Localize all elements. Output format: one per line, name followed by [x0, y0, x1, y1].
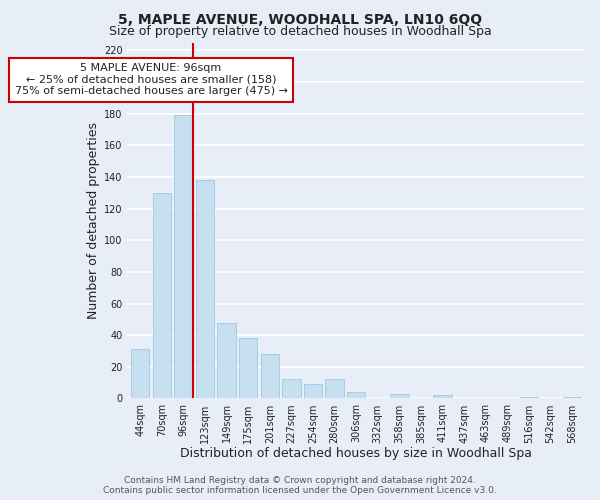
Text: Contains public sector information licensed under the Open Government Licence v3: Contains public sector information licen…: [103, 486, 497, 495]
Bar: [175, 116, 193, 399]
Bar: [433, 396, 452, 398]
Bar: [347, 392, 365, 398]
Y-axis label: Number of detached properties: Number of detached properties: [87, 122, 100, 319]
Text: 5 MAPLE AVENUE: 96sqm
← 25% of detached houses are smaller (158)
75% of semi-det: 5 MAPLE AVENUE: 96sqm ← 25% of detached …: [14, 63, 287, 96]
X-axis label: Distribution of detached houses by size in Woodhall Spa: Distribution of detached houses by size …: [180, 447, 532, 460]
Bar: [325, 380, 344, 398]
Bar: [239, 338, 257, 398]
Bar: [390, 394, 409, 398]
Text: 5, MAPLE AVENUE, WOODHALL SPA, LN10 6QQ: 5, MAPLE AVENUE, WOODHALL SPA, LN10 6QQ: [118, 12, 482, 26]
Bar: [304, 384, 322, 398]
Bar: [196, 180, 214, 398]
Bar: [520, 397, 538, 398]
Bar: [260, 354, 279, 399]
Bar: [563, 397, 581, 398]
Bar: [131, 350, 149, 399]
Bar: [217, 322, 236, 398]
Bar: [282, 380, 301, 398]
Text: Size of property relative to detached houses in Woodhall Spa: Size of property relative to detached ho…: [109, 25, 491, 38]
Bar: [153, 193, 171, 398]
Text: Contains HM Land Registry data © Crown copyright and database right 2024.: Contains HM Land Registry data © Crown c…: [124, 476, 476, 485]
